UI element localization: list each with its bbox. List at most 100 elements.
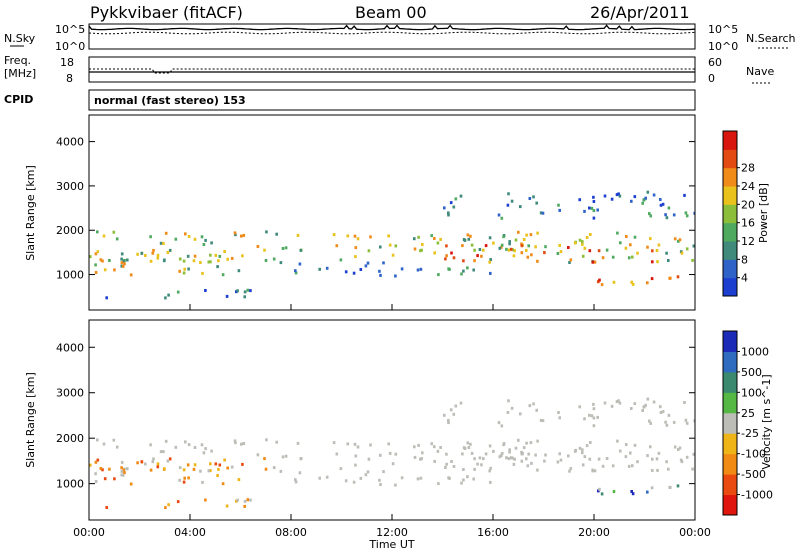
velocity-cell: [103, 477, 107, 481]
velocity-cell: [394, 483, 397, 487]
velocity-cell: [631, 492, 635, 496]
velocity-cell: [183, 476, 186, 480]
power-cell: [452, 205, 456, 209]
x-tick-label: 08:00: [275, 526, 307, 539]
cpid-label: CPID: [4, 93, 33, 106]
power-cell: [534, 245, 537, 249]
velocity-cell: [641, 409, 644, 412]
velocity-cell: [156, 465, 160, 469]
velocity-cell: [354, 463, 357, 467]
velocity-cell: [534, 453, 537, 457]
velocity-cell: [454, 404, 458, 408]
power-cell: [568, 261, 571, 264]
velocity-cell: [102, 442, 106, 446]
velocity-cell: [120, 473, 123, 477]
power-cell: [591, 260, 595, 264]
power-cell: [684, 211, 688, 215]
power-cell: [612, 280, 616, 284]
power-cell: [94, 263, 97, 267]
power-cell: [445, 244, 448, 248]
velocity-cell: [659, 405, 662, 409]
power-cell: [627, 256, 631, 260]
velocity-cell: [489, 480, 492, 484]
velocity-cell: [520, 459, 524, 463]
velocity-cell: [204, 447, 207, 451]
power-cell: [99, 258, 103, 262]
velocity-cell: [164, 506, 167, 510]
power-cell: [164, 296, 167, 300]
colorbar-segment: [723, 222, 737, 242]
power-cell: [394, 274, 397, 278]
power-colorbar-label: Power [dB]: [757, 183, 770, 243]
power-cell: [667, 206, 671, 210]
power-cell: [366, 261, 370, 265]
power-cell: [583, 209, 586, 213]
velocity-cell: [246, 498, 250, 502]
power-cell: [507, 192, 510, 196]
power-cell: [136, 252, 139, 256]
velocity-cell: [472, 477, 475, 481]
beam-title: Beam 00: [355, 3, 427, 22]
power-cell: [445, 254, 448, 258]
velocity-cell: [294, 480, 298, 484]
freq-trace: [89, 68, 695, 74]
power-cell: [115, 237, 119, 241]
velocity-cell: [532, 402, 535, 406]
power-cell: [625, 235, 628, 238]
power-cell: [233, 231, 237, 235]
power-cell: [454, 197, 458, 201]
velocity-cell: [445, 462, 448, 466]
noise-traces: [88, 24, 696, 35]
velocity-cell: [507, 399, 510, 403]
colorbar-segment: [723, 453, 737, 475]
power-cell: [469, 234, 472, 238]
power-cell: [140, 251, 144, 255]
power-cell: [325, 266, 329, 270]
power-cell: [526, 255, 530, 259]
velocity-cell: [359, 476, 363, 480]
colorbar-segment: [723, 204, 737, 224]
colorbar-tick-label: 8: [741, 253, 748, 266]
velocity-cell: [346, 442, 350, 446]
power-cell: [209, 253, 212, 257]
power-cell: [648, 212, 651, 216]
velocity-cell: [296, 441, 300, 445]
velocity-cell: [126, 467, 129, 471]
velocity-cell: [241, 462, 244, 466]
velocity-cell: [123, 471, 126, 475]
velocity-cell: [242, 442, 246, 445]
velocity-cell: [544, 453, 547, 457]
power-cell: [344, 270, 348, 274]
velocity-cell: [447, 418, 450, 422]
power-cell: [413, 237, 416, 241]
power-cell: [156, 253, 160, 257]
power-cell: [242, 233, 246, 237]
colorbar-tick-label: 25: [741, 407, 755, 420]
power-cell: [339, 258, 343, 262]
power-cell: [237, 269, 241, 273]
velocity-cell: [387, 442, 390, 446]
power-cell: [184, 232, 187, 236]
velocity-cell: [413, 455, 417, 459]
velocity-cell: [388, 451, 392, 455]
velocity-cell: [202, 451, 206, 455]
velocity-cell: [661, 410, 665, 414]
power-cell: [646, 190, 650, 194]
velocity-cell: [233, 439, 237, 443]
power-heatmap: [89, 190, 695, 300]
power-cell: [592, 209, 596, 213]
power-cell: [151, 251, 155, 255]
velocity-cell: [234, 441, 237, 445]
velocity-cell: [629, 451, 632, 455]
velocity-cell: [593, 469, 597, 473]
velocity-cell: [221, 482, 225, 486]
velocity-cell: [443, 413, 446, 417]
velocity-cell: [680, 460, 684, 464]
colorbar-tick-label: -100: [741, 448, 766, 461]
velocity-cell: [391, 462, 395, 466]
power-cell: [450, 251, 453, 255]
colorbar-segment: [723, 241, 737, 260]
velocity-cell: [535, 408, 538, 412]
power-cell: [246, 288, 250, 292]
power-cell: [225, 294, 229, 298]
